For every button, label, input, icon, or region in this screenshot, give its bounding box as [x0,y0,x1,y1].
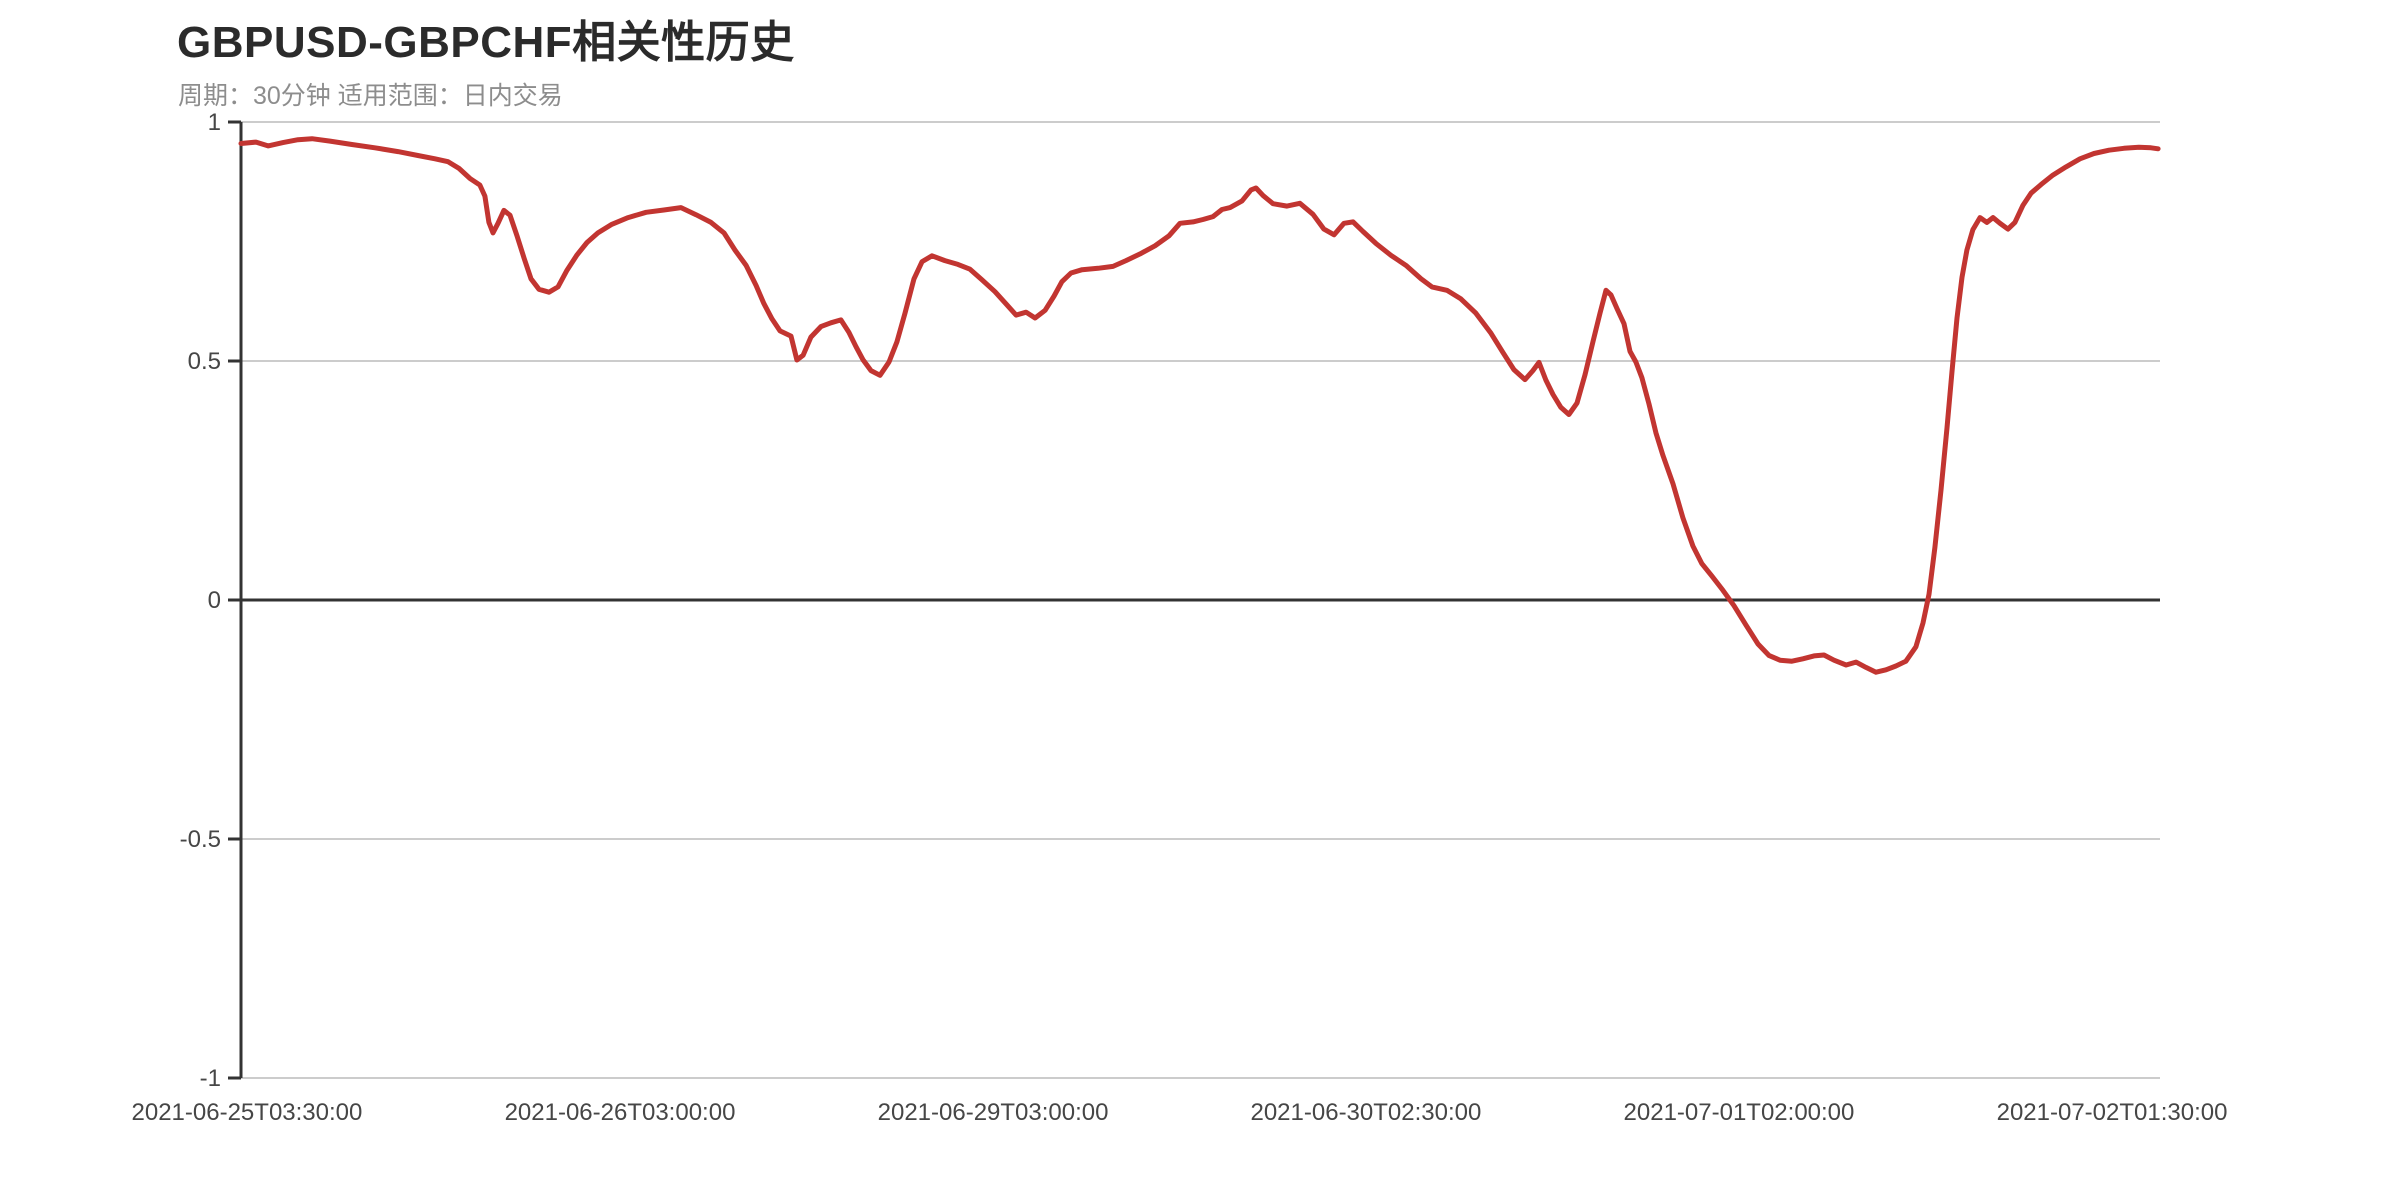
correlation-series-line [238,136,2161,675]
y-tick-label: -0.5 [180,826,221,853]
chart-subtitle: 周期：30分钟 适用范围：日内交易 [178,82,563,110]
x-tick-label: 2021-06-29T03:00:00 [878,1099,1109,1126]
x-tick-label: 2021-06-25T03:30:00 [132,1099,363,1126]
x-tick-label: 2021-06-30T02:30:00 [1250,1099,1481,1126]
x-tick-label: 2021-07-01T02:00:00 [1624,1099,1855,1126]
y-tick-label: 0 [208,587,221,614]
x-tick-label: 2021-07-02T01:30:00 [1997,1099,2228,1126]
y-tick-label: -1 [200,1065,221,1092]
y-tick-label: 1 [208,109,221,136]
x-tick-label: 2021-06-26T03:00:00 [505,1099,736,1126]
y-tick-label: 0.5 [188,348,221,375]
chart-title: GBPUSD-GBPCHF相关性历史 [177,18,795,67]
